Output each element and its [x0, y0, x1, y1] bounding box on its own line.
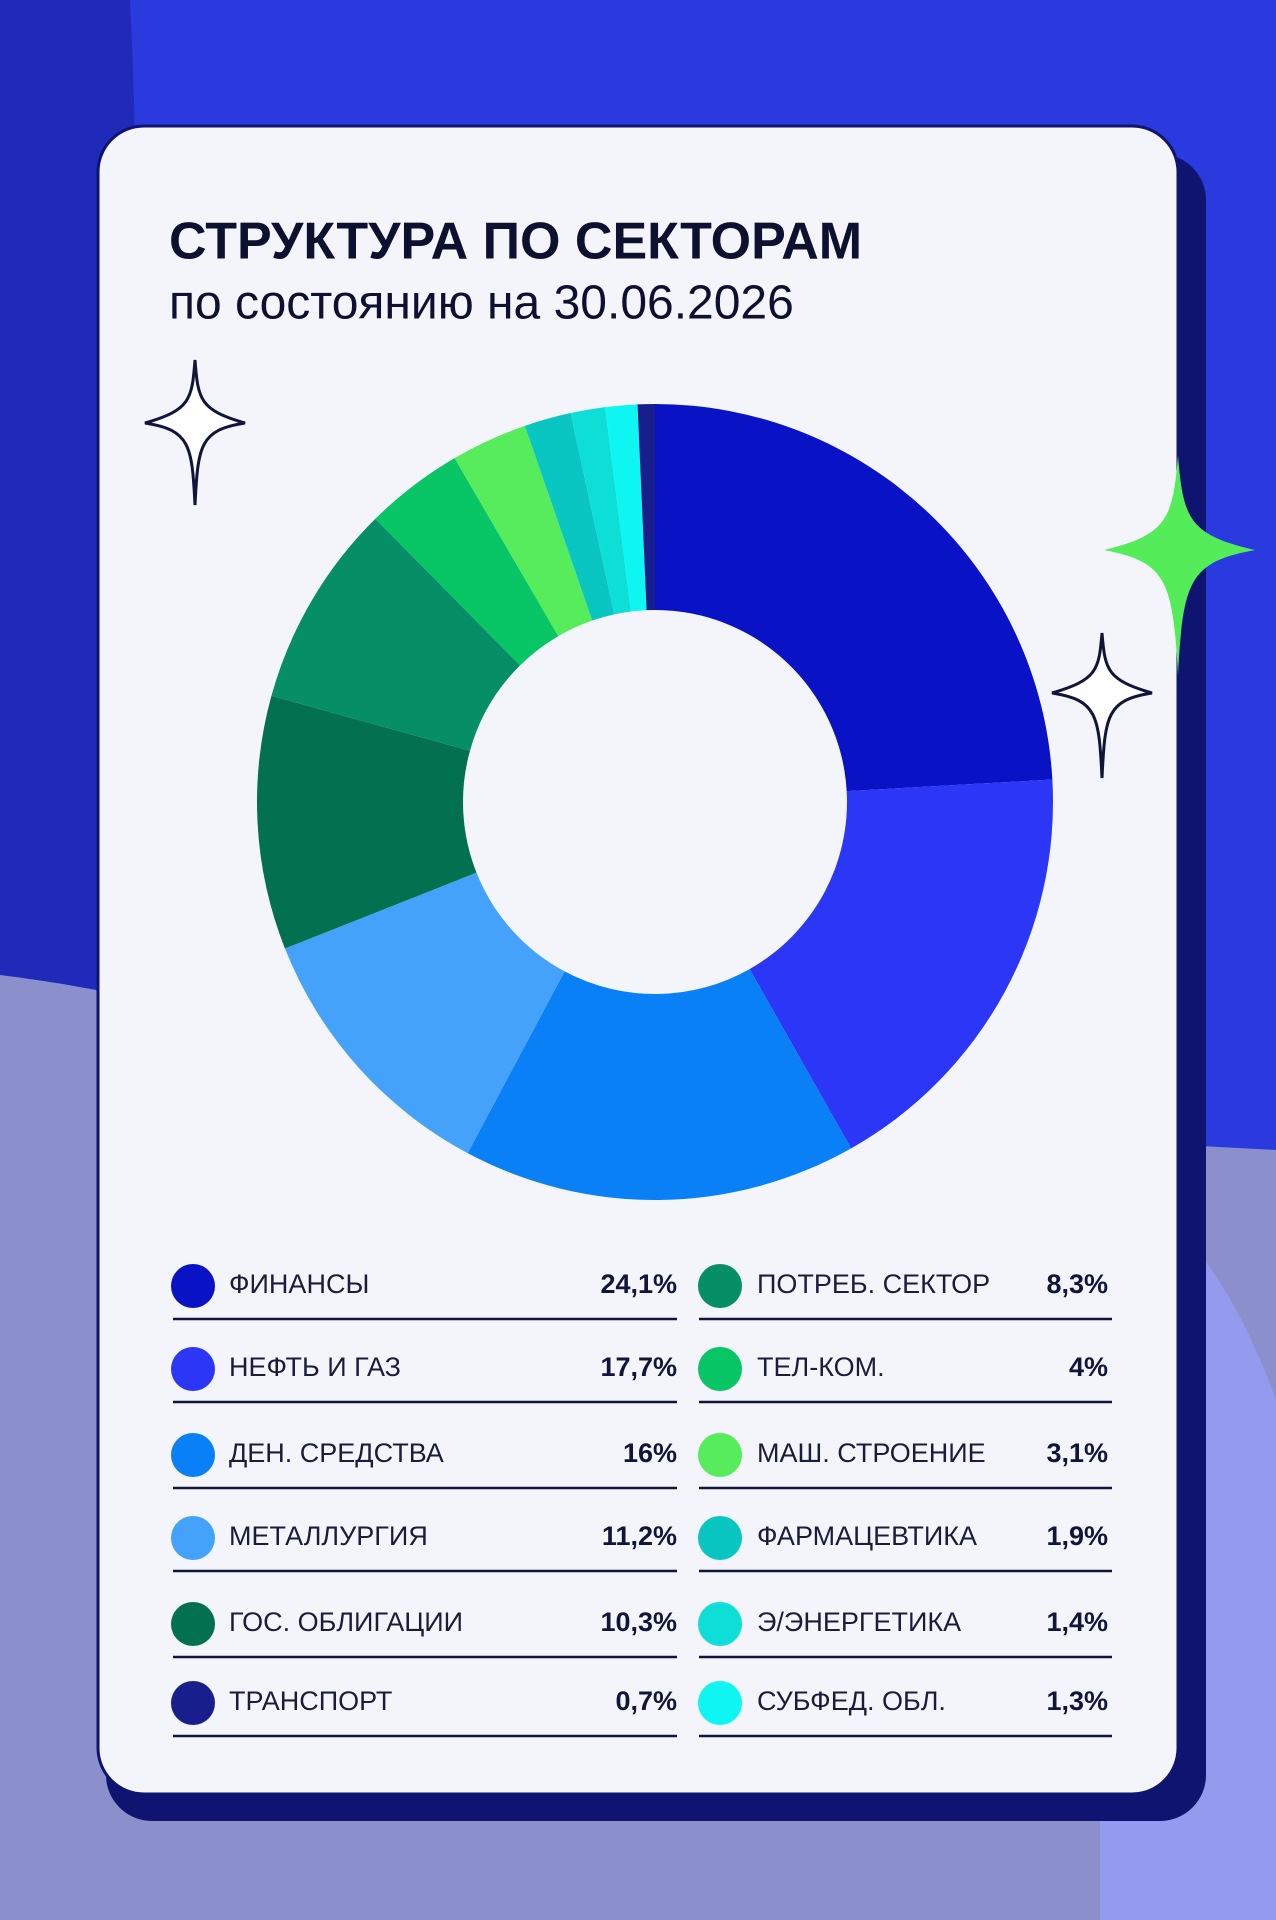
legend-swatch [171, 1433, 215, 1477]
value-label: 4% [1069, 1352, 1108, 1382]
legend-label: МЕТАЛЛУРГИЯ [229, 1521, 428, 1551]
legend-label: Э/ЭНЕРГЕТИКА [757, 1607, 961, 1637]
sparkle [144, 359, 246, 506]
legend-label: НЕФТЬ И ГАЗ [229, 1352, 401, 1382]
value-label: 1,4% [1046, 1607, 1108, 1637]
legend-swatch [171, 1602, 215, 1646]
legend-swatch [171, 1516, 215, 1560]
pie-slice [284, 872, 565, 1154]
pie-slice [524, 413, 615, 621]
legend-label: ТЕЛ-КОМ. [757, 1352, 885, 1382]
value-label: 11,2% [602, 1521, 677, 1551]
pie-slice [570, 407, 631, 615]
pie-slice [605, 404, 647, 612]
legend-swatch [698, 1516, 742, 1560]
value-label: 8,3% [1046, 1269, 1108, 1299]
legend-swatch [698, 1681, 742, 1725]
value-label: 17,7% [600, 1352, 677, 1382]
value-label: 10,3% [600, 1607, 677, 1637]
pie-slice [454, 425, 593, 637]
legend-swatch [698, 1602, 742, 1646]
legend-label: ПОТРЕБ. СЕКТОР [757, 1269, 990, 1299]
pie-slice [637, 404, 655, 611]
pie-slice [375, 458, 559, 666]
pie-slice [257, 695, 477, 949]
value-label: 24,1% [600, 1269, 677, 1299]
legend-swatch [698, 1433, 742, 1477]
legend-swatch [698, 1264, 742, 1308]
pie-slice [749, 779, 1053, 1149]
sparkle [1104, 455, 1255, 675]
legend-label: ТРАНСПОРТ [229, 1686, 392, 1716]
legend-label: СУБФЕД. ОБЛ. [757, 1686, 946, 1716]
legend-label: ГОС. ОБЛИГАЦИИ [229, 1607, 463, 1637]
legend-label: ДЕН. СРЕДСТВА [229, 1438, 444, 1468]
legend-swatch [171, 1264, 215, 1308]
legend-swatch [171, 1347, 215, 1391]
legend-label: ФИНАНСЫ [229, 1269, 369, 1299]
value-label: 0,7% [615, 1686, 677, 1716]
pie-slice [271, 518, 521, 751]
pie-slice [655, 404, 1053, 792]
value-label: 1,9% [1046, 1521, 1108, 1551]
value-label: 3,1% [1046, 1438, 1108, 1468]
legend-label: МАШ. СТРОЕНИЕ [757, 1438, 986, 1468]
pie-slice [467, 969, 852, 1200]
sparkle [1051, 632, 1153, 779]
chart-title: СТРУКТУРА ПО СЕКТОРАМ [169, 213, 862, 271]
chart-subtitle: по состоянию на 30.06.2026 [169, 277, 794, 330]
legend-swatch [698, 1347, 742, 1391]
legend-label: ФАРМАЦЕВТИКА [757, 1521, 977, 1551]
value-label: 1,3% [1046, 1686, 1108, 1716]
value-label: 16% [623, 1438, 677, 1468]
legend-swatch [171, 1681, 215, 1725]
